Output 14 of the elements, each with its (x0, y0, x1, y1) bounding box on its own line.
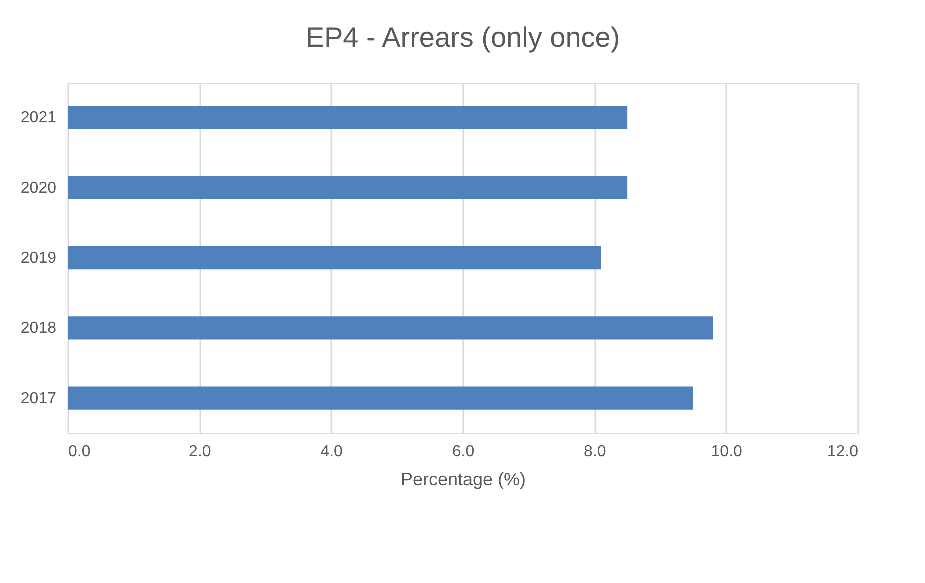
x-tick-label: 4.0 (320, 444, 344, 460)
x-tick-label: 10.0 (711, 444, 743, 460)
y-tick-label: 2021 (20, 110, 57, 127)
y-tick-label: 2019 (20, 250, 57, 267)
chart-title: EP4 - Arrears (only once) (306, 22, 620, 53)
y-tick-label: 2018 (20, 320, 57, 338)
y-tick-label: 2017 (20, 390, 57, 408)
x-axis-title: Percentage (%) (400, 470, 526, 490)
x-tick-label: 0.0 (68, 444, 91, 460)
y-tick-label: 2020 (20, 180, 57, 197)
x-tick-label: 2.0 (189, 444, 212, 460)
x-tick-label: 8.0 (584, 444, 606, 460)
x-tick-label: 6.0 (452, 444, 475, 460)
x-tick-label: 12.0 (827, 444, 859, 460)
